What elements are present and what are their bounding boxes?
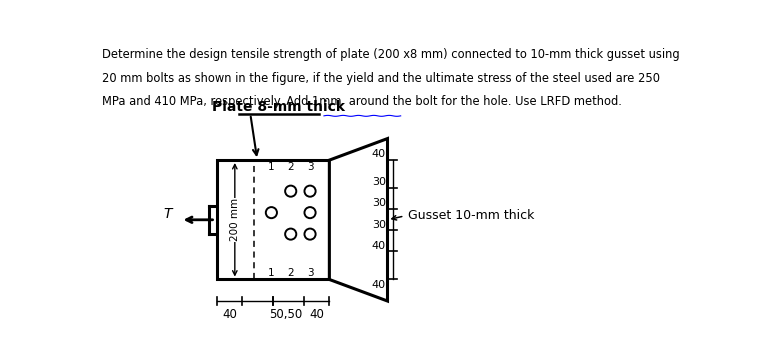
Text: 3: 3 (307, 267, 313, 278)
Text: 200 mm: 200 mm (230, 198, 239, 241)
Bar (217, 160, 329, 279)
Text: Gusset 10-mm thick: Gusset 10-mm thick (408, 209, 535, 223)
Text: 40: 40 (372, 241, 386, 251)
Polygon shape (329, 139, 388, 301)
Text: 40: 40 (372, 149, 386, 159)
Text: 30: 30 (372, 199, 386, 209)
Text: MPa and 410 MPa, respectively. Add 1mm  around the bolt for the hole. Use LRFD m: MPa and 410 MPa, respectively. Add 1mm a… (102, 95, 622, 108)
Text: T: T (164, 207, 171, 221)
Text: 50,50: 50,50 (269, 308, 302, 321)
Text: 40: 40 (222, 308, 237, 321)
Text: 40: 40 (372, 280, 386, 290)
Text: 1: 1 (268, 162, 274, 172)
Text: 2: 2 (288, 162, 294, 172)
Text: 1: 1 (268, 267, 274, 278)
Text: Plate 8-mm thick: Plate 8-mm thick (212, 100, 346, 114)
Text: 30: 30 (372, 220, 386, 229)
Text: 3: 3 (307, 162, 313, 172)
Text: 40: 40 (309, 308, 324, 321)
Text: 30: 30 (372, 177, 386, 187)
Text: 2: 2 (288, 267, 294, 278)
Text: 20 mm bolts as shown in the figure, if the yield and the ultimate stress of the : 20 mm bolts as shown in the figure, if t… (102, 71, 660, 85)
Text: Determine the design tensile strength of plate (200 x8 mm) connected to 10-mm th: Determine the design tensile strength of… (102, 48, 679, 61)
